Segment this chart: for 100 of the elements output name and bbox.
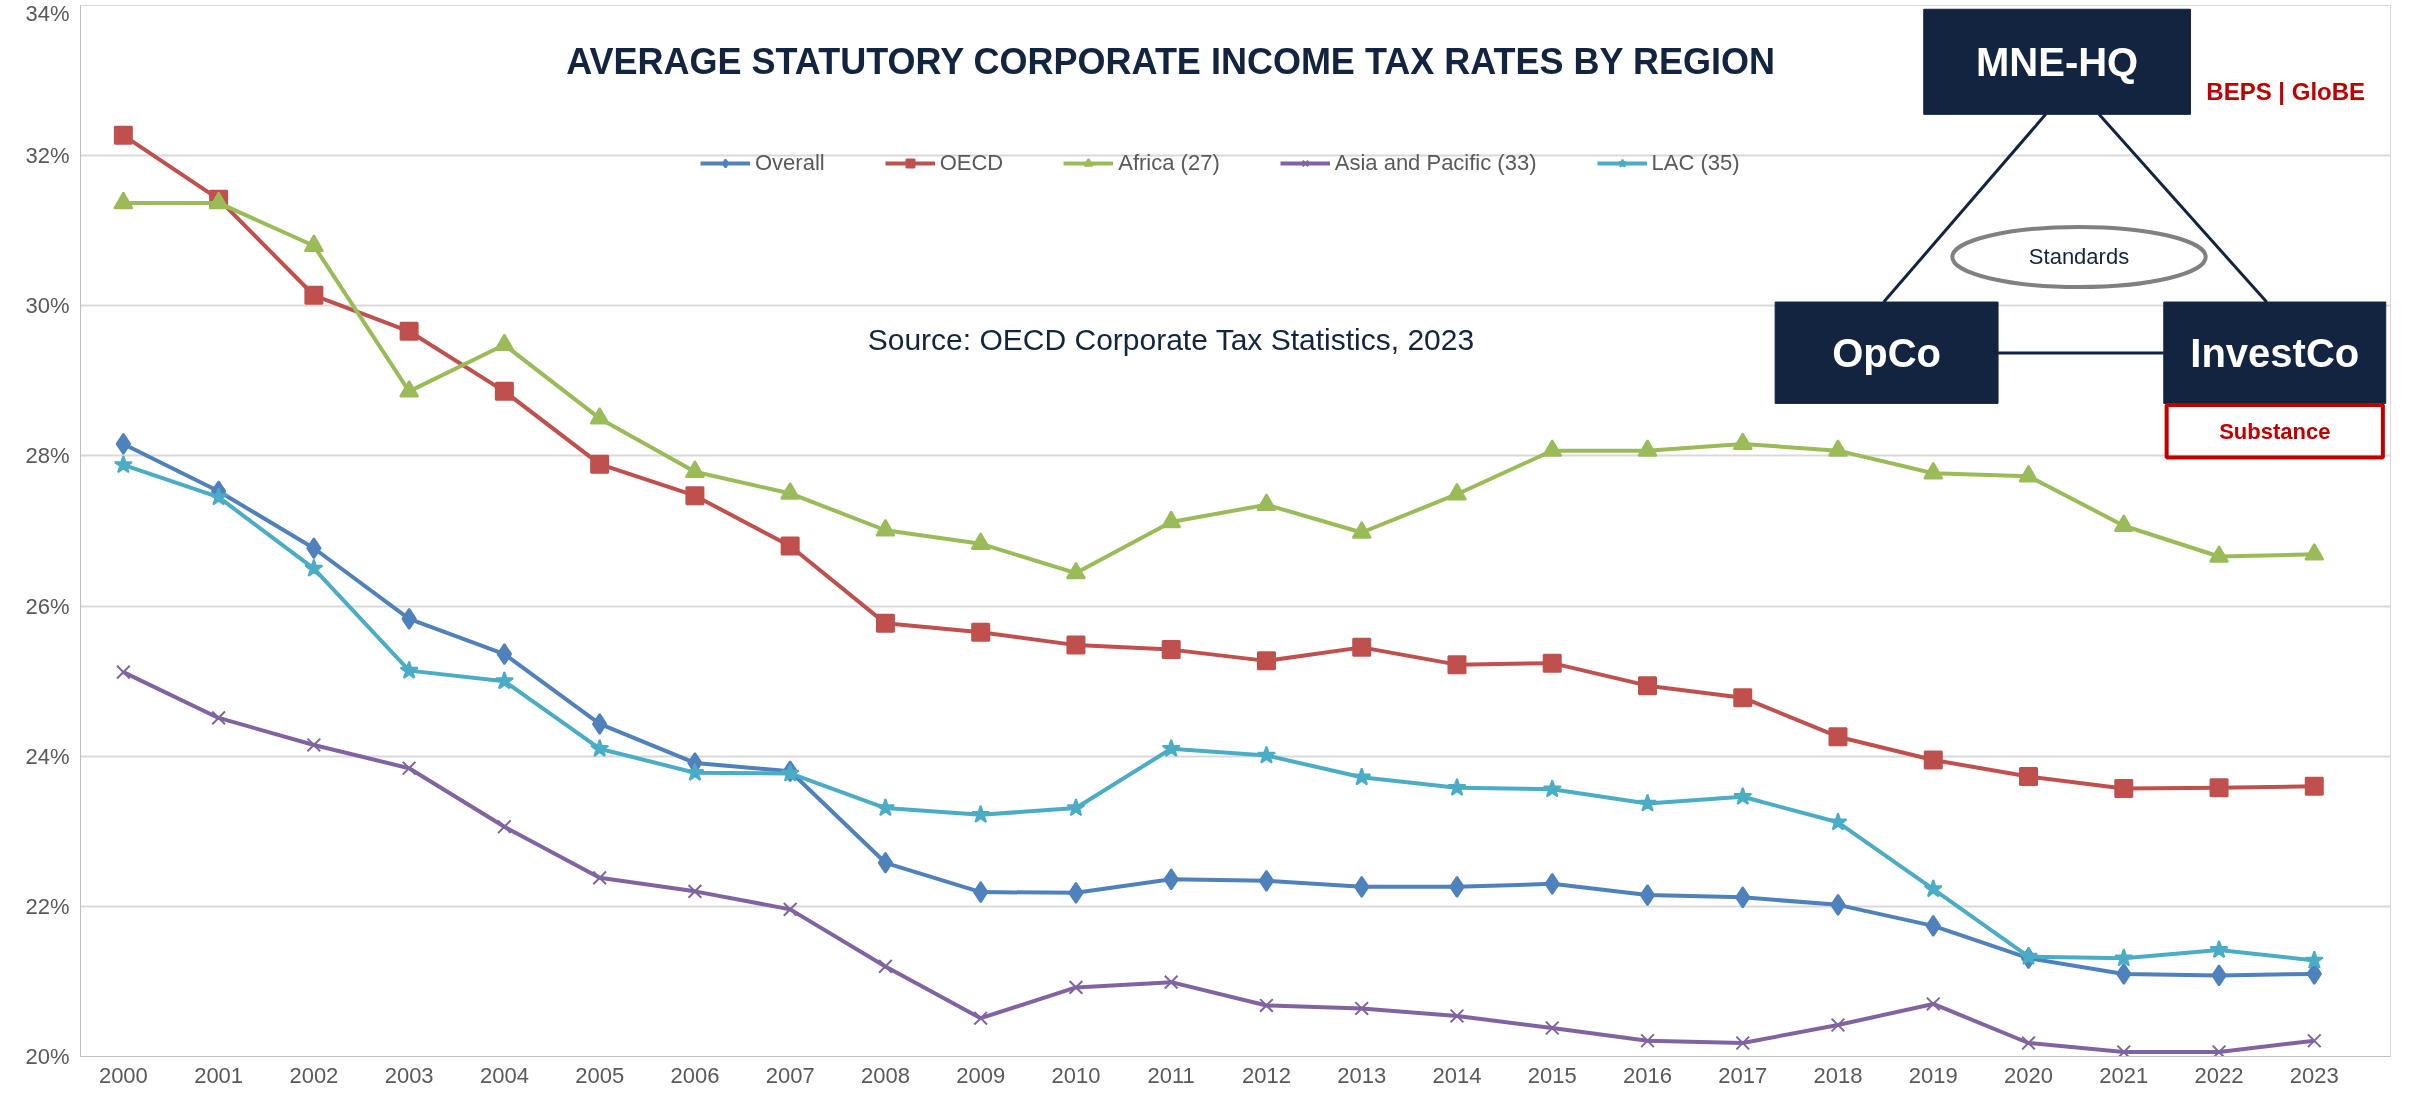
point xyxy=(685,762,705,782)
point xyxy=(211,710,226,726)
point xyxy=(2209,939,2229,959)
point xyxy=(2304,950,2324,969)
point xyxy=(399,321,419,341)
x-tick-label: 2004 xyxy=(479,1062,529,1088)
point xyxy=(592,870,608,886)
x-tick-label: 2003 xyxy=(384,1062,434,1088)
point xyxy=(1639,884,1656,907)
x-tick-label: 2001 xyxy=(194,1062,244,1088)
legend-label: Africa (27) xyxy=(1118,150,1220,176)
x-tick-label: 2021 xyxy=(2099,1062,2149,1088)
legend-label: OECD xyxy=(939,150,1004,176)
point xyxy=(685,486,705,506)
point xyxy=(1447,655,1467,675)
x-tick-label: 2005 xyxy=(575,1062,625,1088)
point xyxy=(1446,482,1467,501)
point xyxy=(1068,980,1084,995)
point xyxy=(1542,653,1562,673)
y-tick-label: 22% xyxy=(25,893,70,919)
x-tick-label: 2018 xyxy=(1813,1062,1863,1088)
point xyxy=(1066,798,1086,817)
point xyxy=(590,454,610,474)
x-tick-label: 2013 xyxy=(1337,1062,1387,1088)
point xyxy=(1637,676,1657,696)
point xyxy=(2306,1033,2322,1049)
point xyxy=(1256,493,1277,511)
point xyxy=(1733,688,1753,708)
point xyxy=(496,643,513,666)
point xyxy=(2018,464,2039,483)
point xyxy=(1259,998,1274,1013)
point xyxy=(780,536,800,556)
x-tick-label: 2007 xyxy=(765,1062,815,1088)
x-tick-label: 2006 xyxy=(670,1062,720,1088)
x-tick-label: 2000 xyxy=(98,1062,148,1088)
x-tick-label: 2017 xyxy=(1718,1062,1768,1088)
y-tick-label: 24% xyxy=(25,743,70,769)
point xyxy=(1256,745,1277,764)
point xyxy=(878,959,893,974)
point xyxy=(780,482,801,500)
x-tick-label: 2022 xyxy=(2194,1062,2244,1088)
point xyxy=(2114,948,2134,967)
point xyxy=(970,532,991,550)
point xyxy=(973,1010,989,1026)
point xyxy=(2211,1044,2227,1057)
point xyxy=(115,432,132,455)
annotation: Substance xyxy=(2219,418,2331,444)
point xyxy=(1542,439,1563,457)
y-tick-label: 32% xyxy=(25,143,70,169)
x-tick-label: 2016 xyxy=(1623,1062,1672,1088)
point xyxy=(497,819,512,835)
point xyxy=(684,460,705,478)
y-tick-label: 28% xyxy=(25,443,70,469)
point xyxy=(875,518,896,537)
point xyxy=(1544,1020,1560,1036)
point xyxy=(1161,510,1182,529)
point xyxy=(1640,1033,1655,1049)
point xyxy=(1923,461,1944,480)
point xyxy=(687,883,703,899)
point xyxy=(113,191,134,210)
point xyxy=(1161,640,1181,660)
x-tick-label: 2012 xyxy=(1241,1062,1291,1088)
y-tick-label: 20% xyxy=(25,1044,70,1069)
point xyxy=(1733,786,1753,806)
point xyxy=(1352,767,1372,786)
x-tick-label: 2008 xyxy=(860,1062,910,1088)
annotation: InvestCo xyxy=(2190,331,2360,376)
point xyxy=(2304,542,2325,561)
point xyxy=(971,622,991,642)
point xyxy=(209,487,229,506)
point xyxy=(2018,946,2039,965)
point xyxy=(1354,1001,1370,1016)
point xyxy=(1163,974,1179,990)
y-tick-label: 26% xyxy=(25,593,70,619)
point xyxy=(306,737,322,753)
x-tick-label: 2002 xyxy=(289,1062,339,1088)
legend-label: Overall xyxy=(755,150,825,176)
point xyxy=(1828,439,1849,457)
point xyxy=(1258,869,1275,892)
x-tick-label: 2011 xyxy=(1147,1062,1195,1088)
point xyxy=(1637,793,1658,812)
point xyxy=(399,379,420,398)
point xyxy=(1161,738,1181,757)
point xyxy=(2021,1035,2036,1051)
point xyxy=(1828,812,1848,831)
point xyxy=(2209,545,2230,563)
annotation: BEPS | GloBE xyxy=(2206,78,2366,106)
point xyxy=(875,798,895,817)
legend-label: Asia and Pacific (33) xyxy=(1334,150,1537,176)
point xyxy=(494,381,514,401)
point xyxy=(1066,635,1086,655)
point xyxy=(1923,750,1943,770)
point xyxy=(589,407,610,425)
annotation: Source: OECD Corporate Tax Statistics, 2023 xyxy=(867,323,1475,357)
point xyxy=(1449,1008,1465,1024)
annotation: Standards xyxy=(2028,244,2130,270)
point xyxy=(590,738,610,757)
point xyxy=(1542,779,1562,798)
point xyxy=(2114,778,2134,798)
point xyxy=(1352,637,1372,657)
